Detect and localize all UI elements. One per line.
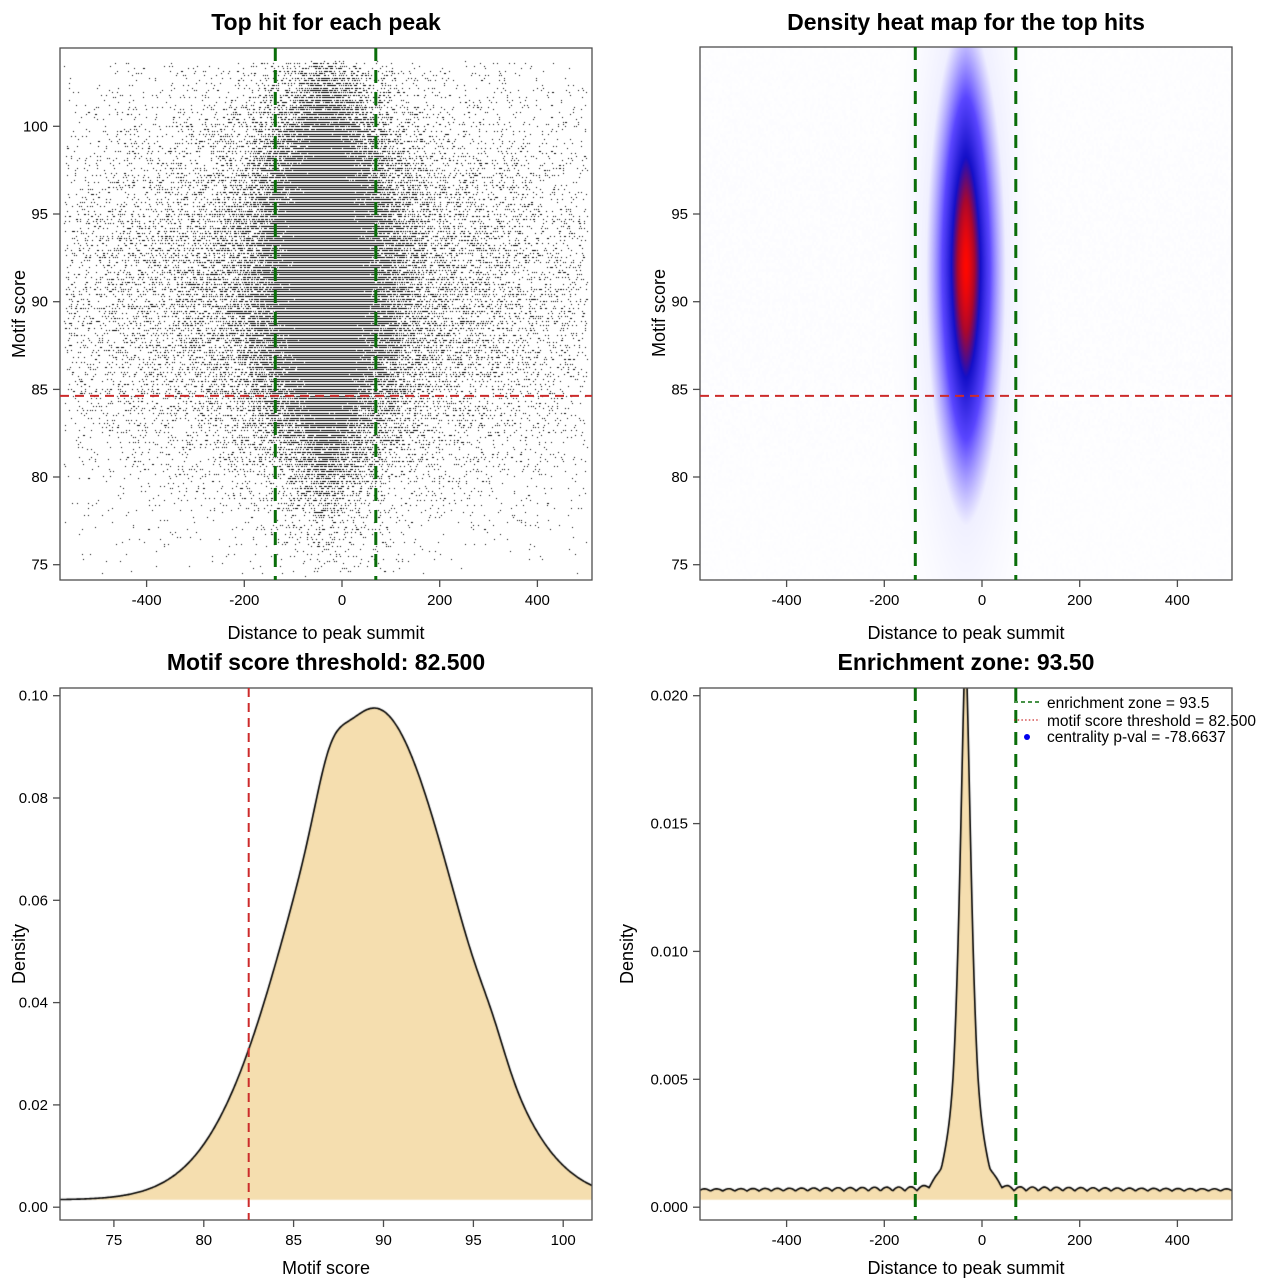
svg-text:80: 80	[671, 469, 688, 486]
svg-text:Motif score: Motif score	[649, 269, 669, 357]
svg-text:Density: Density	[9, 924, 29, 984]
svg-text:Motif score: Motif score	[9, 270, 29, 358]
svg-text:100: 100	[551, 1232, 576, 1249]
svg-text:200: 200	[1067, 592, 1092, 609]
svg-text:90: 90	[375, 1232, 392, 1249]
svg-text:400: 400	[1165, 1232, 1190, 1249]
svg-text:75: 75	[671, 557, 688, 574]
svg-text:centrality p-val = -78.6637: centrality p-val = -78.6637	[1047, 729, 1226, 746]
svg-text:200: 200	[427, 592, 452, 609]
svg-text:-400: -400	[132, 592, 162, 609]
svg-text:0.10: 0.10	[19, 688, 48, 705]
svg-text:0.005: 0.005	[650, 1071, 688, 1088]
svg-text:-400: -400	[772, 592, 802, 609]
svg-text:Distance to peak summit: Distance to peak summit	[227, 623, 424, 643]
svg-text:80: 80	[31, 469, 48, 486]
svg-text:0.06: 0.06	[19, 892, 48, 909]
svg-text:0.00: 0.00	[19, 1199, 48, 1216]
svg-text:95: 95	[671, 206, 688, 223]
svg-text:0.010: 0.010	[650, 943, 688, 960]
svg-text:400: 400	[525, 592, 550, 609]
svg-text:0.015: 0.015	[650, 816, 688, 833]
svg-text:Top hit for each peak: Top hit for each peak	[211, 9, 441, 35]
svg-text:-400: -400	[772, 1232, 802, 1249]
svg-text:Motif score threshold: 82.500: Motif score threshold: 82.500	[167, 649, 485, 675]
svg-text:100: 100	[23, 118, 48, 135]
svg-text:0: 0	[978, 1232, 986, 1249]
svg-text:-200: -200	[869, 1232, 899, 1249]
svg-text:Enrichment zone: 93.50: Enrichment zone: 93.50	[838, 649, 1095, 675]
svg-text:0.000: 0.000	[650, 1199, 688, 1216]
svg-text:0: 0	[338, 592, 346, 609]
svg-text:95: 95	[31, 206, 48, 223]
svg-text:Distance to peak summit: Distance to peak summit	[867, 623, 1064, 643]
svg-text:enrichment zone = 93.5: enrichment zone = 93.5	[1047, 695, 1209, 712]
svg-text:75: 75	[31, 557, 48, 574]
svg-text:0.02: 0.02	[19, 1097, 48, 1114]
svg-text:75: 75	[106, 1232, 123, 1249]
svg-text:0: 0	[978, 592, 986, 609]
svg-text:Density: Density	[617, 924, 637, 984]
svg-text:95: 95	[465, 1232, 482, 1249]
svg-text:-200: -200	[869, 592, 899, 609]
svg-text:80: 80	[195, 1232, 212, 1249]
svg-text:85: 85	[285, 1232, 302, 1249]
svg-text:85: 85	[31, 381, 48, 398]
svg-text:90: 90	[31, 294, 48, 311]
svg-text:-200: -200	[229, 592, 259, 609]
svg-text:200: 200	[1067, 1232, 1092, 1249]
svg-text:400: 400	[1165, 592, 1190, 609]
svg-text:motif score threshold = 82.500: motif score threshold = 82.500	[1047, 713, 1256, 730]
svg-text:0.04: 0.04	[19, 995, 48, 1012]
svg-text:Distance to peak summit: Distance to peak summit	[867, 1258, 1064, 1278]
svg-text:Density heat map for the top h: Density heat map for the top hits	[787, 9, 1145, 35]
svg-text:90: 90	[671, 294, 688, 311]
svg-text:Motif score: Motif score	[282, 1258, 370, 1278]
svg-text:0.08: 0.08	[19, 790, 48, 807]
svg-text:0.020: 0.020	[650, 688, 688, 705]
svg-text:85: 85	[671, 381, 688, 398]
